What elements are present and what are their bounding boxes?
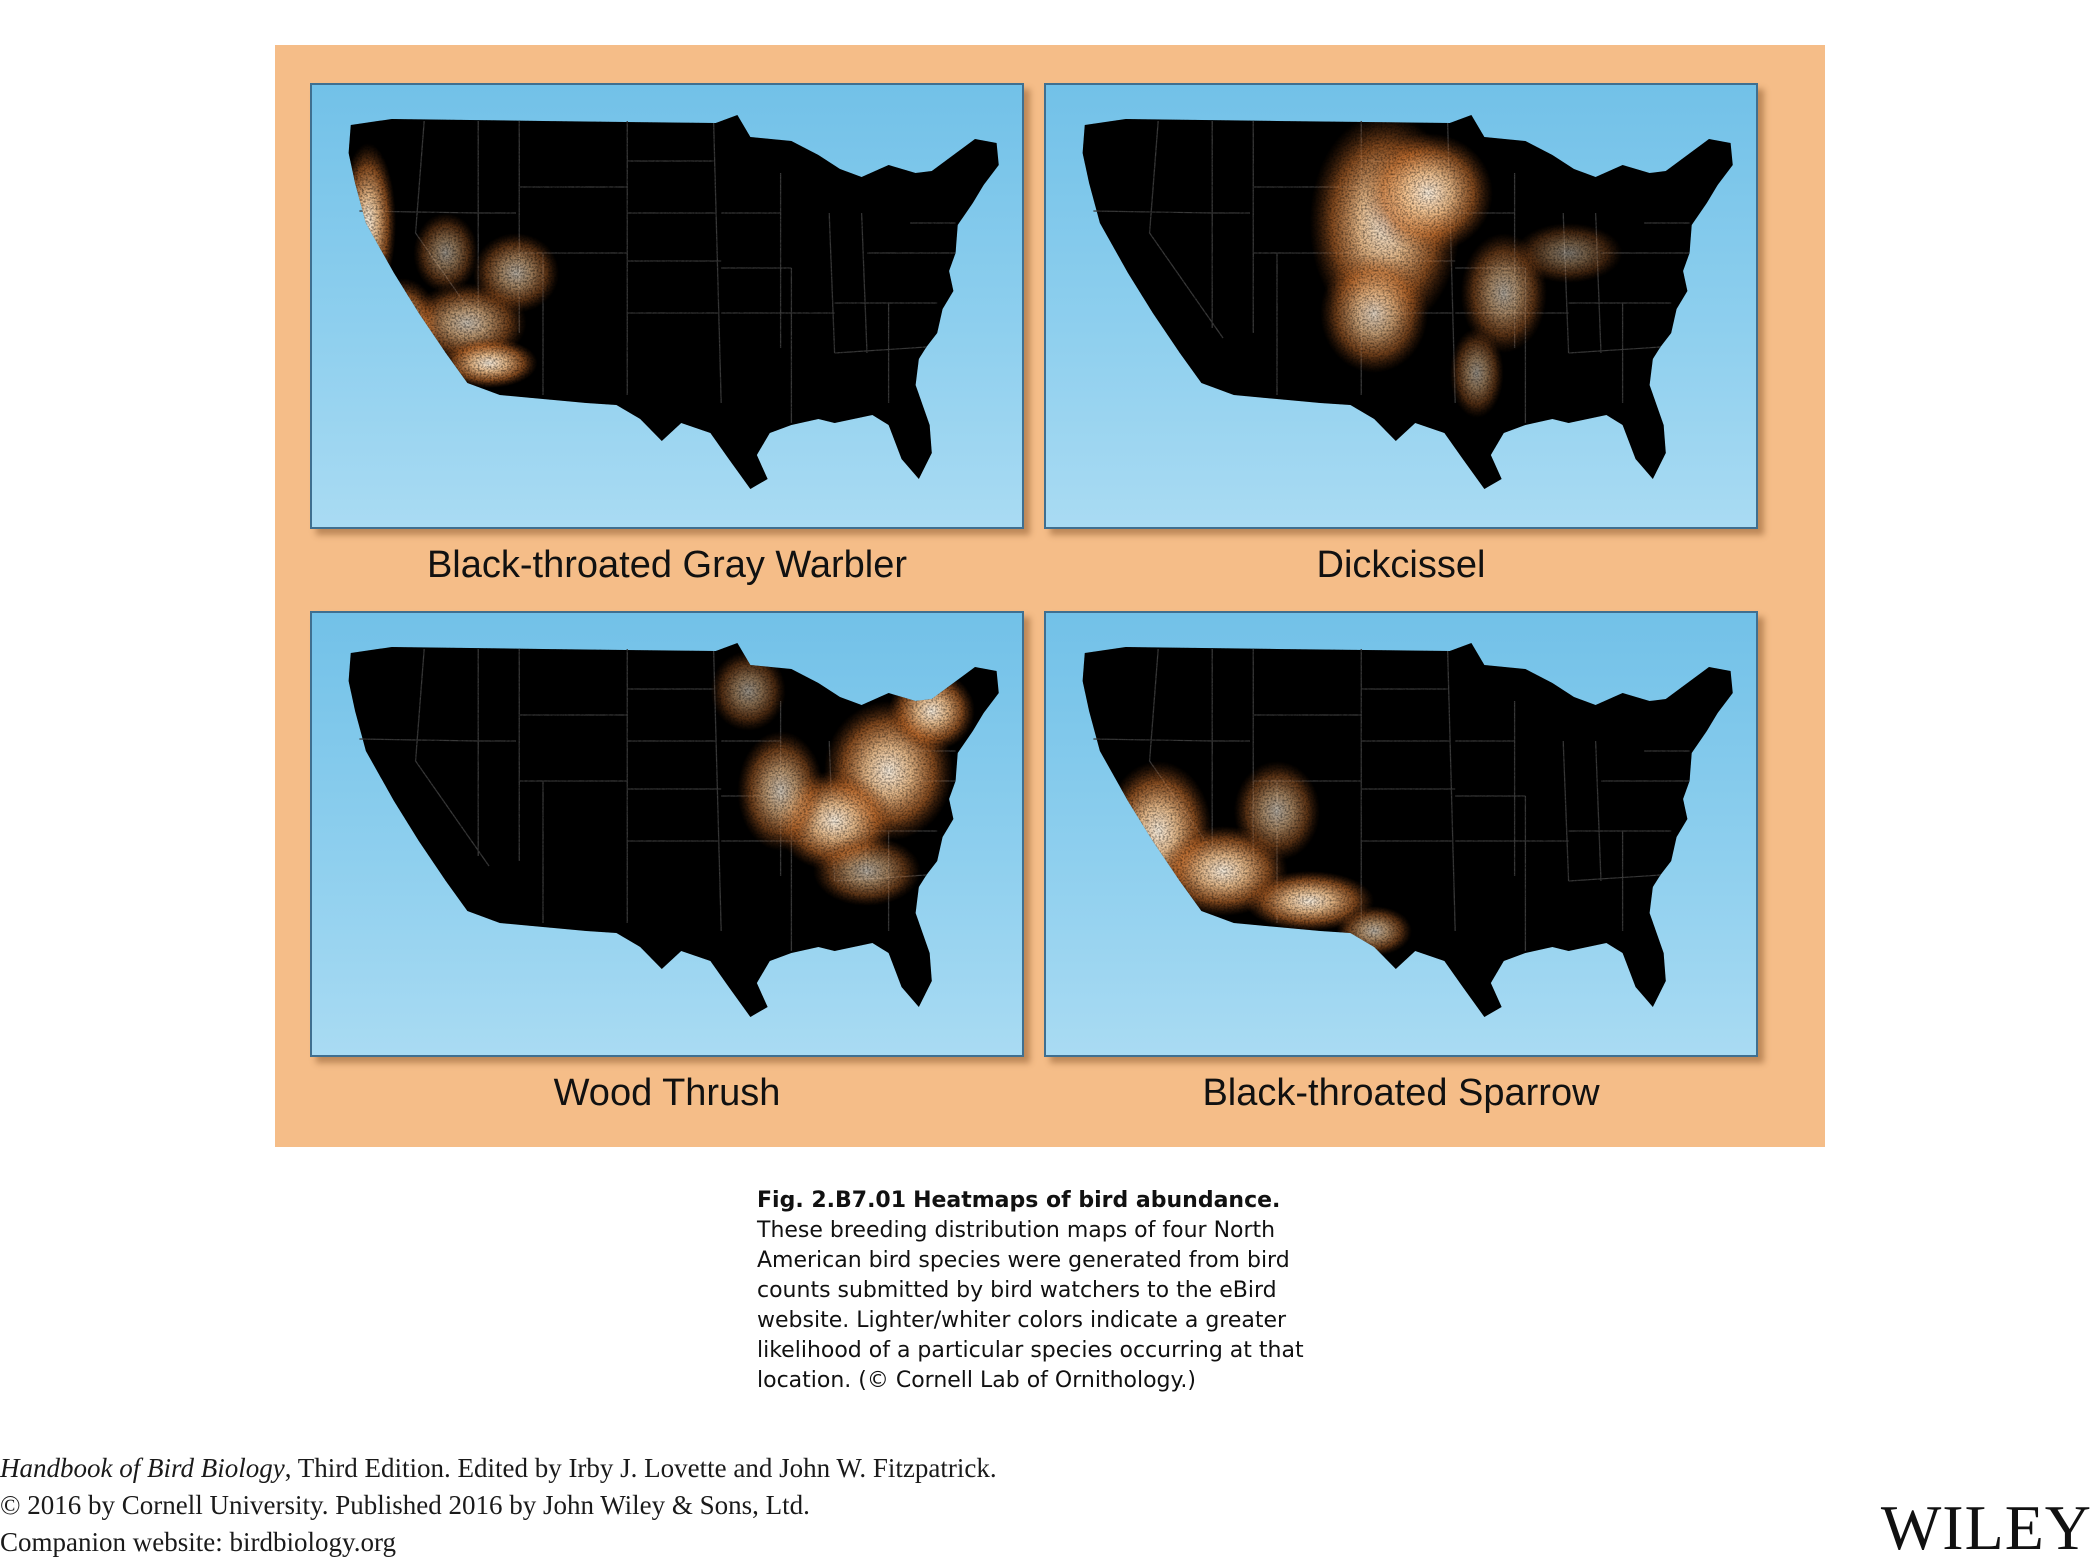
book-credits: Handbook of Bird Biology, Third Edition.… <box>0 1450 1300 1561</box>
map-label: Black-throated Sparrow <box>1202 1072 1600 1114</box>
caption-label: Fig. 2.B7.01 <box>757 1188 907 1213</box>
credits-title-line: Handbook of Bird Biology, Third Edition.… <box>0 1450 1300 1487</box>
caption-title: Heatmaps of bird abundance. <box>913 1188 1281 1213</box>
map-label: Black-throated Gray Warbler <box>426 544 908 586</box>
map-west-warbler <box>310 83 1024 529</box>
map-label: Dickcissel <box>1316 544 1486 586</box>
website-line: Companion website: birdbiology.org <box>0 1527 396 1557</box>
abundance-heat <box>348 643 997 1017</box>
figure-panel: Black-throated Gray Warbler Dickcissel <box>275 45 1825 1147</box>
publisher-logo: WILEY <box>1880 1492 2092 1563</box>
book-title: Handbook of Bird Biology <box>0 1453 285 1483</box>
abundance-heat <box>1082 115 1731 489</box>
figure-caption: Fig. 2.B7.01 Heatmaps of bird abundance.… <box>757 1186 1347 1396</box>
abundance-heat <box>348 115 997 489</box>
copyright-line: © 2016 by Cornell University. Published … <box>0 1490 810 1520</box>
map-central-dickcissel <box>1044 83 1758 529</box>
map-label: Wood Thrush <box>553 1072 781 1114</box>
map-southwest-sparrow <box>1044 611 1758 1057</box>
caption-body: These breeding distribution maps of four… <box>757 1218 1304 1393</box>
map-east-wood-thrush <box>310 611 1024 1057</box>
edition-line: , Third Edition. Edited by Irby J. Lovet… <box>284 1453 997 1483</box>
abundance-heat <box>1082 643 1731 1017</box>
